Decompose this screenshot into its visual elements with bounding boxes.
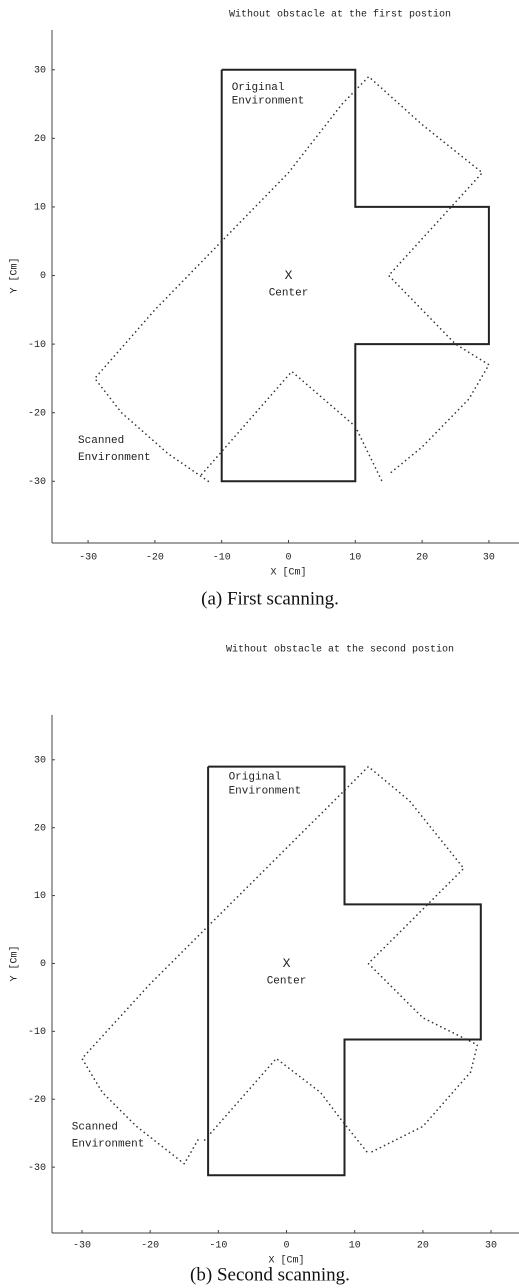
chart: Without obstacle at the second postion -3… [9,644,519,1285]
caption: (a) First scanning. [201,588,339,609]
y-tick-label: 0 [40,271,46,282]
y-tick-label: 30 [34,65,46,76]
x-axis-label: X [Cm] [269,1255,305,1267]
y-tick-label: -20 [28,408,46,419]
original-environment [207,765,482,1177]
chart: Without obstacle at the first postion -30… [9,9,519,609]
y-tick-label: 20 [34,134,46,145]
annotation: Center [267,975,307,987]
annotation: Environment [78,452,151,464]
x-tick-label: 10 [349,1241,361,1252]
y-tick-label: 10 [34,891,46,902]
x-tick-label: -10 [213,553,231,564]
x-tick-label: 20 [417,1241,429,1252]
x-tick-label: -10 [209,1241,227,1252]
x-tick-label: 0 [285,553,291,564]
annotation: Scanned [78,435,124,447]
annotation: Scanned [72,1121,118,1133]
y-axis-label: Y [Cm] [9,258,21,294]
scanned-environment [81,765,479,1166]
annotation: Environment [72,1138,145,1150]
chart-title: Without obstacle at the second postion [226,644,454,656]
x-tick-label: 0 [284,1241,290,1252]
annotation: Original [232,82,285,94]
y-tick-label: -10 [28,1027,46,1038]
x-tick-label: 20 [416,553,428,564]
annotation: X [285,268,293,283]
x-tick-label: 30 [483,553,495,564]
x-tick-label: -30 [73,1241,91,1252]
annotation: Environment [229,785,302,797]
caption: (b) Second scanning. [190,1264,350,1285]
x-tick-label: -20 [146,553,164,564]
annotation: Environment [232,96,305,108]
y-axis-label: Y [Cm] [9,945,21,981]
x-axis-label: X [Cm] [270,567,306,579]
y-tick-label: 30 [34,755,46,766]
x-tick-label: 30 [485,1241,497,1252]
annotation: Original [229,772,282,784]
x-tick-label: -20 [141,1241,159,1252]
y-tick-label: -10 [28,340,46,351]
y-tick-label: 20 [34,823,46,834]
chart-title: Without obstacle at the first postion [229,9,451,21]
annotation: X [283,956,291,971]
x-tick-label: 10 [349,553,361,564]
y-tick-label: 10 [34,203,46,214]
x-tick-label: -30 [79,553,97,564]
y-tick-label: -30 [28,1163,46,1174]
scanned-environment [93,75,490,483]
annotation: Center [269,288,309,300]
y-tick-label: -30 [28,477,46,488]
y-tick-label: 0 [40,959,46,970]
y-tick-label: -20 [28,1095,46,1106]
original-environment [220,68,490,483]
